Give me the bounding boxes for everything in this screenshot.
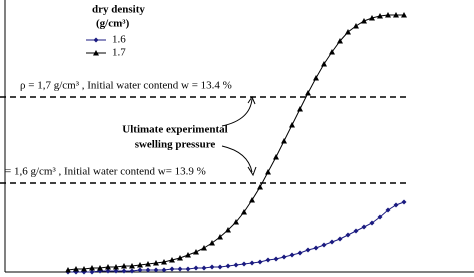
- point: [281, 254, 287, 260]
- point: [321, 242, 327, 248]
- arrow: [221, 98, 253, 127]
- point: [313, 245, 319, 251]
- point: [225, 263, 231, 269]
- point: [137, 262, 143, 268]
- point: [177, 266, 183, 272]
- point: [217, 234, 223, 240]
- legend-label: 1.7: [112, 47, 126, 59]
- point: [97, 265, 103, 271]
- point: [297, 250, 303, 256]
- point: [185, 266, 191, 272]
- point: [249, 197, 255, 203]
- point: [329, 239, 335, 245]
- point: [401, 199, 407, 205]
- point: [377, 214, 383, 220]
- point: [241, 261, 247, 267]
- annotation: swelling pressure: [135, 139, 216, 151]
- point: [289, 122, 295, 128]
- point: [337, 38, 343, 44]
- point: [297, 106, 303, 112]
- point: [353, 228, 359, 234]
- legend-title: dry density: [92, 4, 145, 16]
- legend-label: 1.6: [112, 34, 126, 46]
- point: [89, 265, 95, 271]
- point: [385, 207, 391, 213]
- point: [377, 13, 383, 19]
- point: [305, 247, 311, 253]
- point: [337, 236, 343, 242]
- point: [257, 259, 263, 265]
- point: [265, 257, 271, 263]
- point: [393, 202, 399, 208]
- legend-marker: [93, 37, 99, 43]
- point: [329, 49, 335, 55]
- point: [153, 267, 159, 273]
- point: [129, 268, 135, 274]
- point: [257, 184, 263, 190]
- point: [345, 232, 351, 238]
- point: [217, 264, 223, 270]
- point: [313, 75, 319, 81]
- point: [289, 252, 295, 258]
- point: [225, 227, 231, 233]
- point: [353, 23, 359, 29]
- annotation: Ultimate experimental: [122, 124, 227, 136]
- point: [129, 263, 135, 269]
- arrow-head: [247, 166, 257, 177]
- point: [185, 252, 191, 258]
- point: [81, 266, 87, 272]
- point: [193, 249, 199, 255]
- point: [281, 138, 287, 144]
- point: [401, 12, 407, 18]
- point: [393, 12, 399, 18]
- point: [73, 266, 79, 272]
- point: [137, 267, 143, 273]
- point: [193, 265, 199, 271]
- point: [209, 240, 215, 246]
- point: [305, 90, 311, 96]
- point: [121, 268, 127, 274]
- point: [113, 268, 119, 274]
- point: [345, 29, 351, 35]
- point: [369, 15, 375, 21]
- point: [233, 219, 239, 225]
- point: [385, 12, 391, 18]
- point: [369, 220, 375, 226]
- point: [209, 264, 215, 270]
- point: [65, 267, 71, 273]
- reference-label: = 1,6 g/cm³ , Initial water contend w= 1…: [5, 166, 206, 178]
- legend-title: (g/cm³): [96, 18, 130, 30]
- point: [241, 209, 247, 215]
- point: [265, 169, 271, 175]
- point: [89, 269, 95, 275]
- point: [321, 61, 327, 67]
- legend-marker: [93, 50, 99, 56]
- point: [361, 18, 367, 24]
- point: [177, 255, 183, 261]
- point: [161, 259, 167, 265]
- point: [201, 245, 207, 251]
- point: [169, 266, 175, 272]
- point: [233, 262, 239, 268]
- point: [169, 257, 175, 263]
- point: [105, 264, 111, 270]
- point: [361, 224, 367, 230]
- point: [145, 261, 151, 267]
- point: [145, 267, 151, 273]
- series-line: [68, 201, 405, 273]
- arrow: [221, 145, 253, 173]
- point: [113, 264, 119, 270]
- point: [273, 154, 279, 160]
- point: [121, 263, 127, 269]
- point: [273, 256, 279, 262]
- point: [161, 267, 167, 273]
- point: [201, 265, 207, 271]
- point: [153, 260, 159, 266]
- point: [249, 260, 255, 266]
- reference-label: ρ = 1,7 g/cm³ , Initial water contend w …: [20, 80, 232, 92]
- point: [105, 268, 111, 274]
